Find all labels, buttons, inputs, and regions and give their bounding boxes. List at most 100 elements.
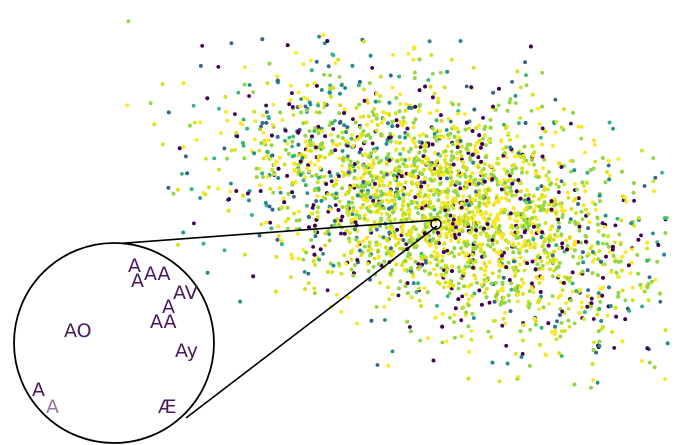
scatter-point — [370, 178, 375, 183]
scatter-point — [529, 285, 534, 290]
scatter-point — [398, 141, 402, 145]
scatter-point — [267, 61, 272, 66]
scatter-point — [345, 125, 350, 129]
scatter-point — [577, 196, 581, 201]
scatter-point — [556, 185, 561, 189]
scatter-point — [290, 190, 294, 195]
scatter-point — [484, 287, 489, 291]
scatter-point — [198, 120, 203, 125]
scatter-point — [460, 229, 465, 234]
scatter-point — [663, 216, 667, 221]
scatter-point — [501, 182, 505, 187]
scatter-point — [459, 334, 464, 339]
scatter-point — [519, 355, 524, 359]
scatter-point — [313, 234, 318, 239]
scatter-point — [234, 189, 239, 193]
scatter-point — [504, 343, 509, 348]
scatter-point — [201, 241, 206, 246]
scatter-point — [451, 102, 455, 107]
scatter-point — [531, 210, 536, 214]
scatter-point — [424, 134, 429, 139]
scatter-point — [463, 264, 468, 269]
scatter-point — [314, 199, 318, 203]
scatter-point — [639, 286, 644, 290]
scatter-point — [484, 295, 489, 300]
scatter-point — [387, 250, 392, 255]
scatter-point — [501, 316, 506, 321]
scatter-point — [386, 152, 391, 157]
scatter-point — [423, 193, 428, 198]
scatter-point — [261, 175, 265, 179]
scatter-point — [439, 266, 444, 270]
scatter-point — [290, 139, 295, 144]
scatter-point — [328, 83, 333, 88]
scatter-point — [441, 225, 446, 230]
scatter-point — [514, 214, 519, 218]
scatter-point — [296, 129, 301, 134]
scatter-point — [374, 176, 379, 180]
scatter-point — [199, 64, 203, 68]
scatter-point — [444, 161, 449, 166]
scatter-point — [477, 242, 482, 247]
scatter-point — [510, 80, 514, 84]
scatter-point — [395, 192, 400, 197]
scatter-point — [399, 207, 404, 212]
scatter-point — [261, 156, 266, 161]
scatter-point — [448, 315, 452, 320]
scatter-point — [560, 309, 565, 314]
scatter-point — [278, 190, 283, 195]
scatter-point — [606, 158, 611, 163]
scatter-point — [592, 257, 596, 262]
scatter-point — [305, 83, 310, 88]
scatter-point — [311, 203, 316, 207]
scatter-point — [316, 131, 321, 136]
scatter-point — [125, 103, 130, 108]
scatter-point — [366, 188, 370, 193]
scatter-point — [285, 141, 290, 146]
scatter-point — [166, 110, 171, 115]
scatter-point — [521, 281, 526, 285]
scatter-point — [477, 178, 482, 183]
scatter-point — [370, 110, 375, 114]
scatter-point — [526, 242, 531, 246]
scatter-point — [448, 168, 452, 172]
scatter-point — [360, 205, 365, 210]
scatter-point — [403, 158, 408, 162]
scatter-point — [379, 132, 383, 137]
scatter-point — [296, 209, 301, 214]
scatter-point — [399, 157, 404, 162]
scatter-point — [496, 197, 500, 202]
scatter-point — [290, 180, 295, 185]
scatter-point — [514, 166, 518, 171]
scatter-point — [583, 150, 587, 155]
scatter-point — [385, 172, 389, 177]
scatter-point — [401, 146, 406, 151]
scatter-point — [464, 84, 469, 89]
scatter-point — [444, 235, 449, 240]
scatter-point — [478, 225, 483, 230]
scatter-point — [305, 166, 310, 170]
scatter-point — [343, 86, 347, 90]
scatter-point — [421, 154, 426, 159]
scatter-point — [375, 195, 380, 200]
scatter-point — [614, 314, 618, 319]
scatter-point — [456, 216, 461, 221]
scatter-point — [339, 218, 343, 223]
scatter-point — [126, 19, 131, 24]
scatter-point — [452, 254, 457, 259]
scatter-point — [378, 280, 382, 285]
scatter-point — [350, 200, 355, 205]
scatter-point — [370, 165, 374, 170]
scatter-point — [540, 244, 545, 249]
scatter-point — [495, 240, 499, 245]
scatter-point — [350, 248, 355, 253]
scatter-point — [453, 230, 457, 235]
scatter-point — [449, 233, 454, 238]
scatter-point — [462, 271, 467, 276]
scatter-point — [368, 210, 373, 214]
scatter-point — [301, 121, 306, 126]
scatter-point — [546, 178, 551, 183]
scatter-point — [480, 142, 485, 146]
scatter-point — [362, 152, 367, 156]
